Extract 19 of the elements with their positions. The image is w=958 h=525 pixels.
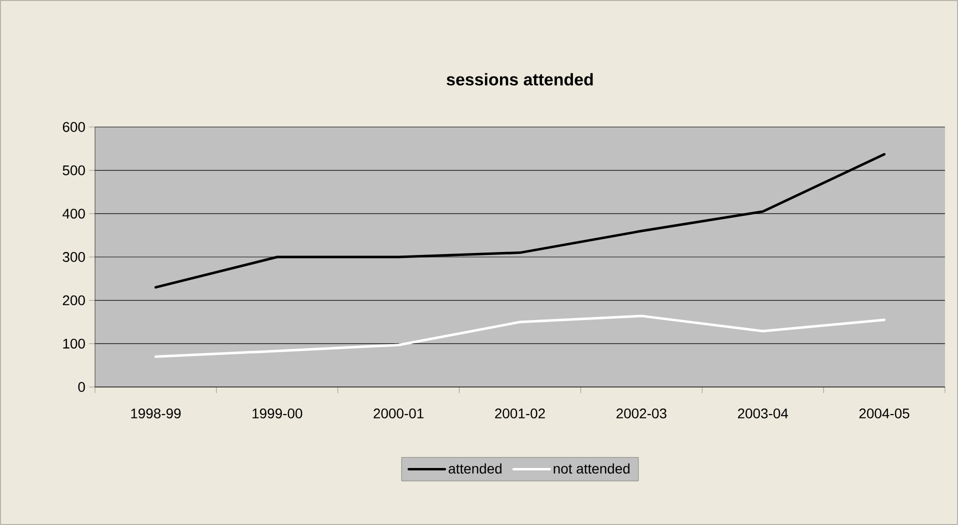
y-tick-label: 0	[78, 382, 85, 392]
x-tick-label: 2002-03	[616, 408, 666, 418]
legend-label: attended	[448, 463, 502, 474]
x-tick-label: 1998-99	[131, 408, 181, 418]
y-tick-label: 500	[62, 165, 85, 176]
y-tick-label: 300	[62, 252, 85, 262]
line-series	[154, 153, 886, 289]
y-tick-label: 400	[62, 208, 85, 219]
y-tick-label: 200	[62, 295, 85, 306]
line-series	[154, 314, 886, 358]
x-tick-label: 1999-00	[252, 408, 302, 418]
y-tick-label: 600	[62, 122, 85, 132]
x-tick-label: 2000-01	[374, 408, 424, 418]
x-tick-label: 2003-04	[738, 408, 788, 418]
x-tick-label: 2001-02	[495, 408, 545, 418]
legend-label: not attended	[554, 463, 630, 474]
y-tick-label: 100	[63, 338, 85, 349]
x-tick-label: 2004-05	[859, 408, 910, 418]
chart-title: sessions attended	[446, 73, 593, 86]
